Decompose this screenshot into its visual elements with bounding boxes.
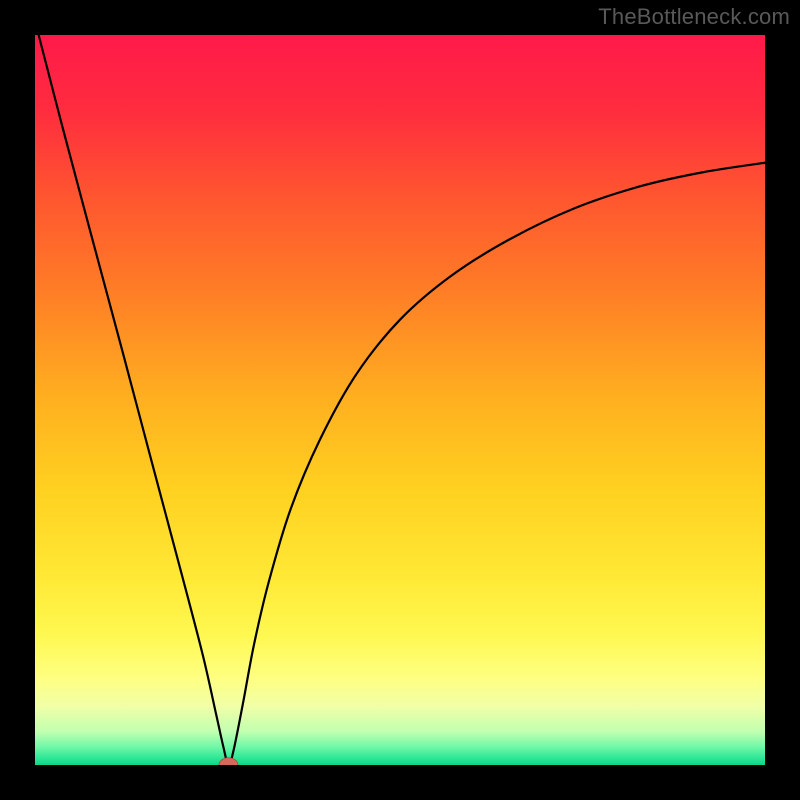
plot-area — [35, 35, 765, 765]
attribution-text: TheBottleneck.com — [598, 4, 790, 30]
bottleneck-curve — [39, 35, 765, 765]
chart-svg — [35, 35, 765, 765]
dip-marker — [219, 758, 238, 765]
